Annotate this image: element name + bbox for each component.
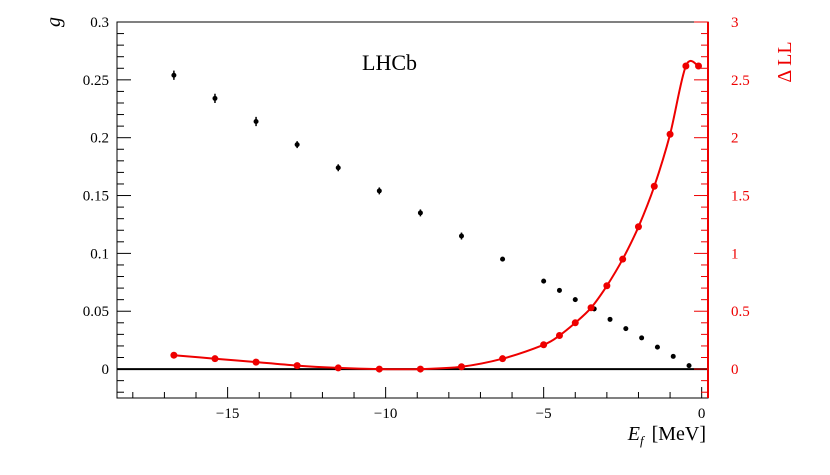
y-axis-title: g <box>43 17 65 27</box>
delta-ll-point <box>587 304 595 312</box>
delta-ll-point <box>211 355 219 363</box>
g-point <box>572 297 578 303</box>
series-delta-ll <box>170 59 703 373</box>
delta-ll-point <box>682 62 690 70</box>
y2-tick-label: 3 <box>731 15 739 31</box>
x-tick-label: 0 <box>698 406 706 422</box>
delta-ll-point <box>650 182 658 190</box>
g-point <box>556 287 562 293</box>
y2-tick-label: 1.5 <box>731 189 750 205</box>
x-axis-title: Ef [MeV] <box>627 423 706 448</box>
delta-ll-point <box>540 341 548 349</box>
delta-ll-point <box>571 319 579 327</box>
delta-ll-point <box>634 223 642 231</box>
delta-ll-point <box>555 332 563 340</box>
delta-ll-point <box>170 351 178 359</box>
x-axis: −15 −10 −5 0 <box>132 387 706 422</box>
g-point <box>171 72 177 78</box>
y2-axis-title: Δ LL <box>774 41 796 82</box>
g-point <box>335 165 341 171</box>
delta-ll-point <box>457 363 465 371</box>
delta-ll-curve <box>173 59 699 371</box>
y2-tick-label: 1 <box>731 246 739 262</box>
delta-ll-point <box>416 365 424 373</box>
y-tick-label: 0.3 <box>90 15 109 31</box>
g-point <box>253 118 259 124</box>
y2-tick-label: 2.5 <box>731 73 750 89</box>
y-tick-label: 0.05 <box>83 304 109 320</box>
y-tick-label: 0.1 <box>90 246 109 262</box>
y-tick-label: 0.2 <box>90 131 109 147</box>
delta-ll-point <box>499 355 507 363</box>
delta-ll-point <box>603 282 611 290</box>
delta-ll-point <box>293 362 301 370</box>
x-axis-title-main: E <box>627 423 640 445</box>
y-axis-left: 0 0.05 0.1 0.15 0.2 0.25 0.3 <box>83 15 131 393</box>
g-point <box>639 335 645 341</box>
delta-ll-point <box>666 130 674 138</box>
g-point <box>212 95 218 101</box>
plot-frame <box>116 21 709 399</box>
g-point <box>670 353 676 359</box>
g-point <box>623 326 629 332</box>
g-point <box>376 188 382 194</box>
x-tick-label: −5 <box>536 406 552 422</box>
x-tick-label: −10 <box>374 406 397 422</box>
x-tick-label: −15 <box>216 406 239 422</box>
series-g <box>171 70 692 369</box>
y-tick-label: 0.15 <box>83 189 109 205</box>
g-point <box>458 233 464 239</box>
x-axis-title-unit: [MeV] <box>652 423 706 445</box>
g-point <box>686 363 692 369</box>
plot-border <box>116 21 709 399</box>
y2-tick-label: 0.5 <box>731 304 750 320</box>
y-axis-right: 0 0.5 1 1.5 2 2.5 3 <box>694 15 750 398</box>
delta-ll-point <box>619 255 627 263</box>
g-point <box>294 142 300 148</box>
delta-ll-point <box>695 62 703 70</box>
g-point <box>654 344 660 350</box>
delta-ll-point <box>334 364 342 372</box>
g-point <box>607 316 613 322</box>
g-point <box>500 256 506 262</box>
delta-ll-point <box>375 365 383 373</box>
y2-tick-label: 2 <box>731 131 739 147</box>
g-point <box>417 210 423 216</box>
y2-tick-label: 0 <box>731 362 739 378</box>
x-axis-title-sub: f <box>640 433 646 448</box>
y-tick-label: 0.25 <box>83 73 109 89</box>
y-tick-label: 0 <box>102 362 110 378</box>
g-point <box>541 278 547 284</box>
chart-title: LHCb <box>362 50 417 75</box>
delta-ll-point <box>252 358 260 366</box>
